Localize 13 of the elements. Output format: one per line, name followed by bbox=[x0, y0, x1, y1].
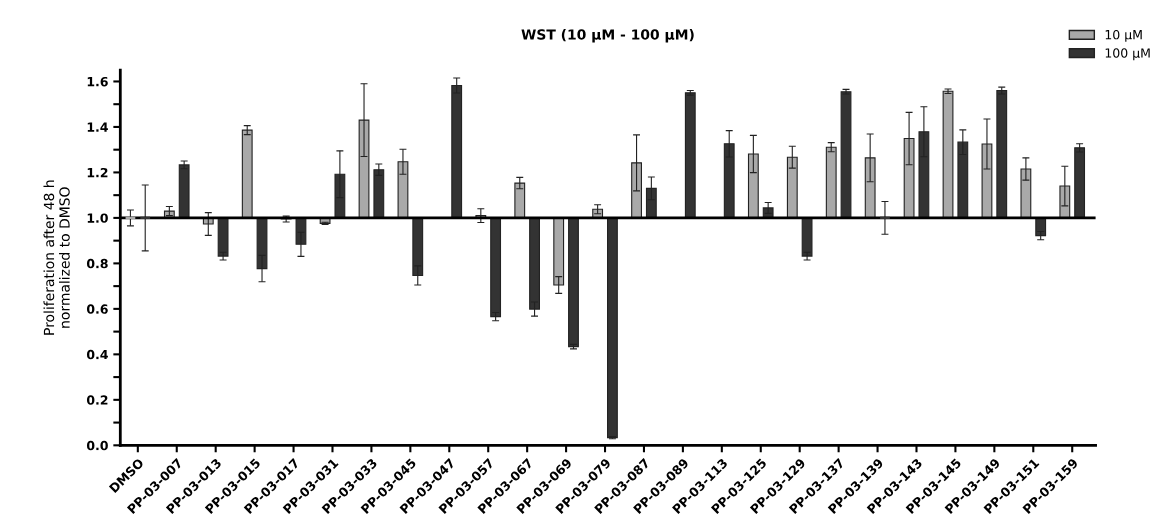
y-tick-label: 0.6 bbox=[86, 304, 108, 314]
y-tick-label: 0.0 bbox=[86, 440, 108, 451]
legend-label: 10 µM bbox=[1105, 29, 1142, 42]
y-tick-label: 1.2 bbox=[87, 167, 108, 178]
y-tick-label: 0.4 bbox=[86, 349, 108, 360]
y-tick-label: 0.8 bbox=[86, 258, 108, 269]
y-tick-label: 0.2 bbox=[86, 395, 108, 405]
y-tick-label: 1.4 bbox=[87, 122, 108, 132]
y-tick-label: 1.0 bbox=[87, 213, 108, 223]
y-axis-title: Proliferation after 48 h normalized to DMSO bbox=[43, 180, 70, 335]
legend-label: 100 µM bbox=[1105, 48, 1150, 61]
chart-title: WST (10 µM - 100 µM) bbox=[521, 29, 694, 43]
y-tick-label: 1.6 bbox=[87, 76, 108, 87]
